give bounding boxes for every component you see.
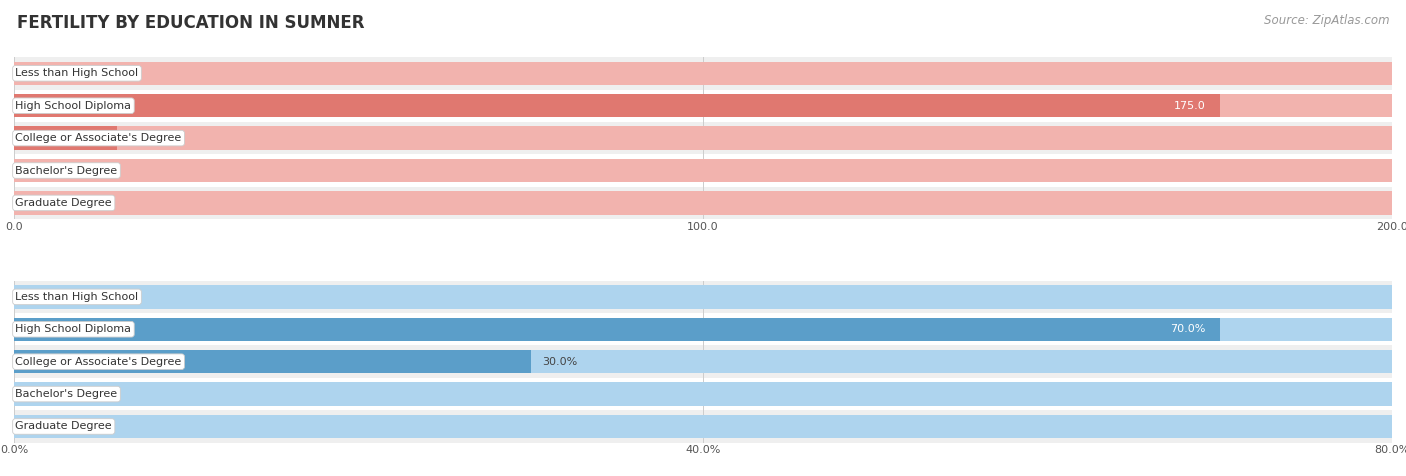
Bar	[14, 317, 1392, 341]
Text: 0.0%: 0.0%	[25, 421, 53, 431]
Bar	[14, 415, 1392, 438]
Bar	[14, 62, 1392, 85]
Bar	[14, 378, 1392, 410]
Bar	[14, 191, 1392, 215]
Text: 70.0%: 70.0%	[1171, 324, 1206, 334]
Text: Bachelor's Degree: Bachelor's Degree	[15, 389, 118, 399]
Text: High School Diploma: High School Diploma	[15, 101, 131, 111]
Text: 0.0: 0.0	[25, 198, 42, 208]
Text: College or Associate's Degree: College or Associate's Degree	[15, 357, 181, 367]
Bar	[14, 350, 531, 373]
Bar	[14, 313, 1392, 346]
Text: 0.0%: 0.0%	[25, 389, 53, 399]
Text: FERTILITY BY EDUCATION IN SUMNER: FERTILITY BY EDUCATION IN SUMNER	[17, 14, 364, 32]
Text: 0.0: 0.0	[25, 166, 42, 176]
Bar	[14, 285, 1392, 308]
Bar	[14, 410, 1392, 443]
Bar	[14, 382, 1392, 406]
Bar	[14, 281, 1392, 313]
Text: 175.0: 175.0	[1174, 101, 1206, 111]
Bar	[14, 350, 1392, 373]
Text: Less than High School: Less than High School	[15, 69, 139, 79]
Bar	[14, 94, 1392, 118]
Text: Graduate Degree: Graduate Degree	[15, 421, 112, 431]
Text: Less than High School: Less than High School	[15, 292, 139, 302]
Text: College or Associate's Degree: College or Associate's Degree	[15, 133, 181, 143]
Bar	[14, 127, 118, 150]
Text: Graduate Degree: Graduate Degree	[15, 198, 112, 208]
Text: 0.0: 0.0	[25, 69, 42, 79]
Bar	[14, 159, 1392, 182]
Bar	[14, 187, 1392, 219]
Bar	[14, 317, 1219, 341]
Text: 0.0%: 0.0%	[25, 292, 53, 302]
Bar	[14, 346, 1392, 378]
Text: High School Diploma: High School Diploma	[15, 324, 131, 334]
Text: 15.0: 15.0	[128, 133, 153, 143]
Bar	[14, 127, 1392, 150]
Bar	[14, 57, 1392, 89]
Bar	[14, 94, 1220, 118]
Text: Bachelor's Degree: Bachelor's Degree	[15, 166, 118, 176]
Text: Source: ZipAtlas.com: Source: ZipAtlas.com	[1264, 14, 1389, 27]
Text: 30.0%: 30.0%	[541, 357, 576, 367]
Bar	[14, 154, 1392, 187]
Bar	[14, 89, 1392, 122]
Bar	[14, 122, 1392, 154]
